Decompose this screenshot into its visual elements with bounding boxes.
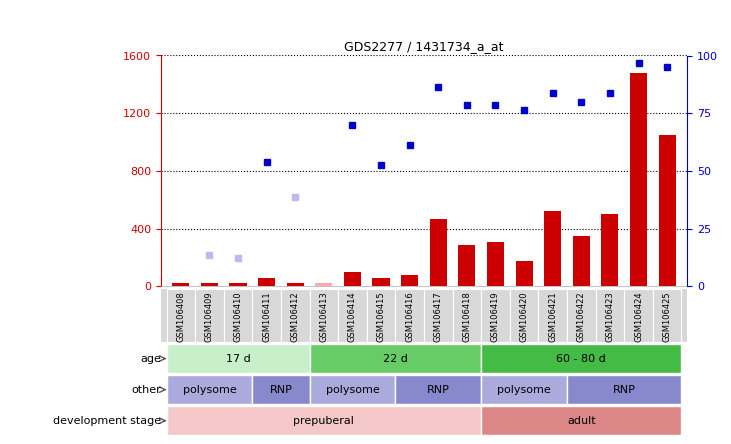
- Bar: [544, 211, 561, 286]
- Bar: [258, 278, 276, 286]
- Bar: [515, 261, 533, 286]
- Bar: [481, 289, 510, 342]
- Bar: [201, 284, 218, 286]
- Text: 17 d: 17 d: [226, 353, 251, 364]
- Bar: [510, 289, 539, 342]
- Bar: [167, 406, 481, 435]
- Bar: [424, 289, 452, 342]
- Bar: [481, 344, 681, 373]
- Bar: [430, 218, 447, 286]
- Bar: [624, 289, 653, 342]
- Text: GSM106418: GSM106418: [463, 291, 471, 342]
- Text: GSM106417: GSM106417: [433, 291, 443, 342]
- Bar: [309, 289, 338, 342]
- Bar: [195, 289, 224, 342]
- Bar: [481, 375, 567, 404]
- Text: RNP: RNP: [613, 385, 636, 395]
- Text: GSM106412: GSM106412: [291, 291, 300, 342]
- Text: RNP: RNP: [427, 385, 450, 395]
- Text: 60 - 80 d: 60 - 80 d: [556, 353, 606, 364]
- Bar: [309, 375, 395, 404]
- Text: GSM106414: GSM106414: [348, 291, 357, 342]
- Bar: [659, 135, 675, 286]
- Bar: [602, 214, 618, 286]
- Text: other: other: [131, 385, 161, 395]
- Bar: [281, 289, 309, 342]
- Bar: [572, 236, 590, 286]
- Bar: [173, 284, 189, 286]
- Bar: [252, 375, 309, 404]
- Text: GSM106424: GSM106424: [634, 291, 643, 342]
- Text: prepuberal: prepuberal: [293, 416, 355, 426]
- Text: GSM106409: GSM106409: [205, 291, 214, 342]
- Text: GSM106413: GSM106413: [319, 291, 328, 342]
- Bar: [344, 272, 361, 286]
- Bar: [309, 344, 481, 373]
- Bar: [395, 375, 481, 404]
- Bar: [167, 375, 252, 404]
- Text: development stage: development stage: [53, 416, 161, 426]
- Bar: [373, 278, 390, 286]
- Text: GSM106410: GSM106410: [233, 291, 243, 342]
- Bar: [167, 344, 309, 373]
- Text: polysome: polysome: [325, 385, 379, 395]
- Bar: [452, 289, 481, 342]
- Bar: [458, 245, 475, 286]
- Text: GSM106411: GSM106411: [262, 291, 271, 342]
- Text: polysome: polysome: [497, 385, 551, 395]
- Bar: [315, 284, 333, 286]
- Title: GDS2277 / 1431734_a_at: GDS2277 / 1431734_a_at: [344, 40, 504, 53]
- Bar: [567, 375, 681, 404]
- Bar: [224, 289, 252, 342]
- Bar: [287, 284, 304, 286]
- Text: GSM106420: GSM106420: [520, 291, 529, 342]
- Text: GSM106419: GSM106419: [491, 291, 500, 342]
- Text: GSM106423: GSM106423: [605, 291, 615, 342]
- Bar: [481, 406, 681, 435]
- Text: polysome: polysome: [183, 385, 236, 395]
- Text: adult: adult: [567, 416, 596, 426]
- Text: 22 d: 22 d: [383, 353, 408, 364]
- Bar: [395, 289, 424, 342]
- Bar: [401, 275, 418, 286]
- Bar: [539, 289, 567, 342]
- Bar: [367, 289, 395, 342]
- Text: GSM106422: GSM106422: [577, 291, 586, 342]
- Bar: [338, 289, 367, 342]
- Bar: [487, 242, 504, 286]
- Text: GSM106416: GSM106416: [405, 291, 414, 342]
- Text: age: age: [140, 353, 161, 364]
- Bar: [653, 289, 681, 342]
- Bar: [167, 289, 195, 342]
- Bar: [630, 73, 647, 286]
- Text: GSM106421: GSM106421: [548, 291, 557, 342]
- Bar: [252, 289, 281, 342]
- Bar: [230, 284, 246, 286]
- Bar: [567, 289, 596, 342]
- Text: GSM106408: GSM106408: [176, 291, 186, 342]
- Text: RNP: RNP: [270, 385, 292, 395]
- Text: GSM106415: GSM106415: [376, 291, 385, 342]
- Bar: [596, 289, 624, 342]
- Text: GSM106425: GSM106425: [662, 291, 672, 342]
